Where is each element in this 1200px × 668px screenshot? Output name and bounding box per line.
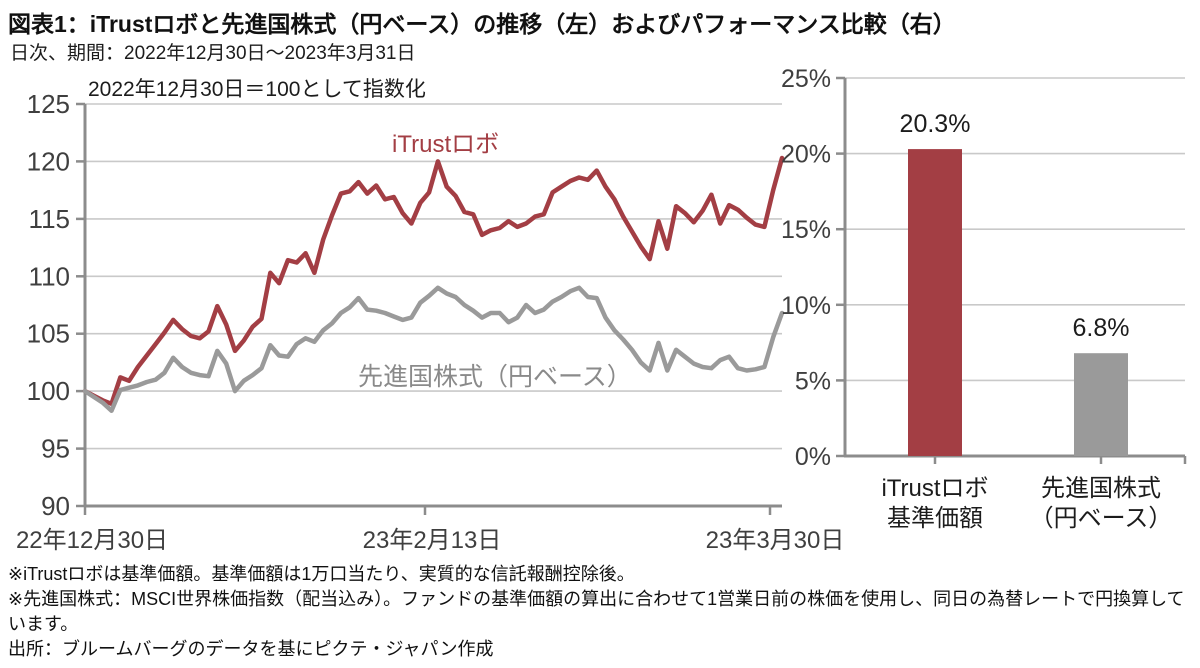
- y-tick-label: 10%: [781, 292, 831, 320]
- y-tick-label: 110: [29, 261, 70, 291]
- bar-value-label: 20.3%: [900, 110, 971, 138]
- index-note: 2022年12月30日＝100として指数化: [88, 78, 426, 101]
- footnote-1: ※iTrustロボは基準価額。基準価額は1万口当たり、実質的な信託報酬控除後。: [8, 564, 635, 584]
- y-tick-label: 0%: [795, 443, 831, 471]
- bar-0: [908, 149, 962, 456]
- figure-title: 図表1：iTrustロボと先進国株式（円ベース）の推移（左）およびパフォーマンス…: [8, 11, 956, 37]
- y-tick-label: 125: [27, 89, 70, 119]
- y-tick-label: 90: [41, 491, 70, 521]
- y-tick-label: 115: [29, 204, 70, 234]
- x-tick-label: 23年3月30日: [706, 527, 845, 554]
- line-chart: 90 95 100 105 110 115 120 125 22年12月30日 23年2月13日 2…: [16, 78, 845, 554]
- series-line-1: [82, 285, 785, 413]
- y-tick-label: 105: [27, 319, 70, 349]
- bar-category-line2: （円ベース）: [1030, 505, 1173, 532]
- series-label-msci: 先進国株式（円ベース）: [358, 363, 632, 391]
- bar-category-line1: iTrustロボ: [881, 475, 988, 502]
- y-tick-label: 25%: [781, 65, 831, 93]
- bar-value-label: 6.8%: [1073, 314, 1130, 342]
- bar-category-line1: 先進国株式: [1041, 475, 1161, 502]
- y-tick-label: 100: [27, 376, 70, 406]
- x-tick-label: 23年2月13日: [363, 527, 502, 554]
- y-tick-label: 120: [27, 146, 70, 176]
- footnote-source: 出所：ブルームバーグのデータを基にピクテ・ジャパン作成: [8, 639, 494, 659]
- footnotes: ※iTrustロボは基準価額。基準価額は1万口当たり、実質的な信託報酬控除後。 …: [8, 562, 1196, 662]
- series-label-itrust: iTrustロボ: [392, 131, 499, 158]
- figure-subtitle: 日次、期間：2022年12月30日～2023年3月31日: [10, 43, 416, 64]
- footnote-2: ※先進国株式：MSCI世界株価指数（配当込み）。ファンドの基準価額の算出に合わせ…: [8, 589, 1185, 634]
- y-tick-label: 15%: [781, 216, 831, 244]
- x-tick-label: 22年12月30日: [16, 527, 168, 554]
- series-line-0: [82, 155, 785, 407]
- y-tick-label: 95: [41, 434, 70, 464]
- bar-category-line2: 基準価額: [887, 505, 983, 532]
- bar-1: [1074, 353, 1128, 456]
- y-tick-label: 5%: [795, 367, 831, 395]
- y-tick-label: 20%: [781, 141, 831, 169]
